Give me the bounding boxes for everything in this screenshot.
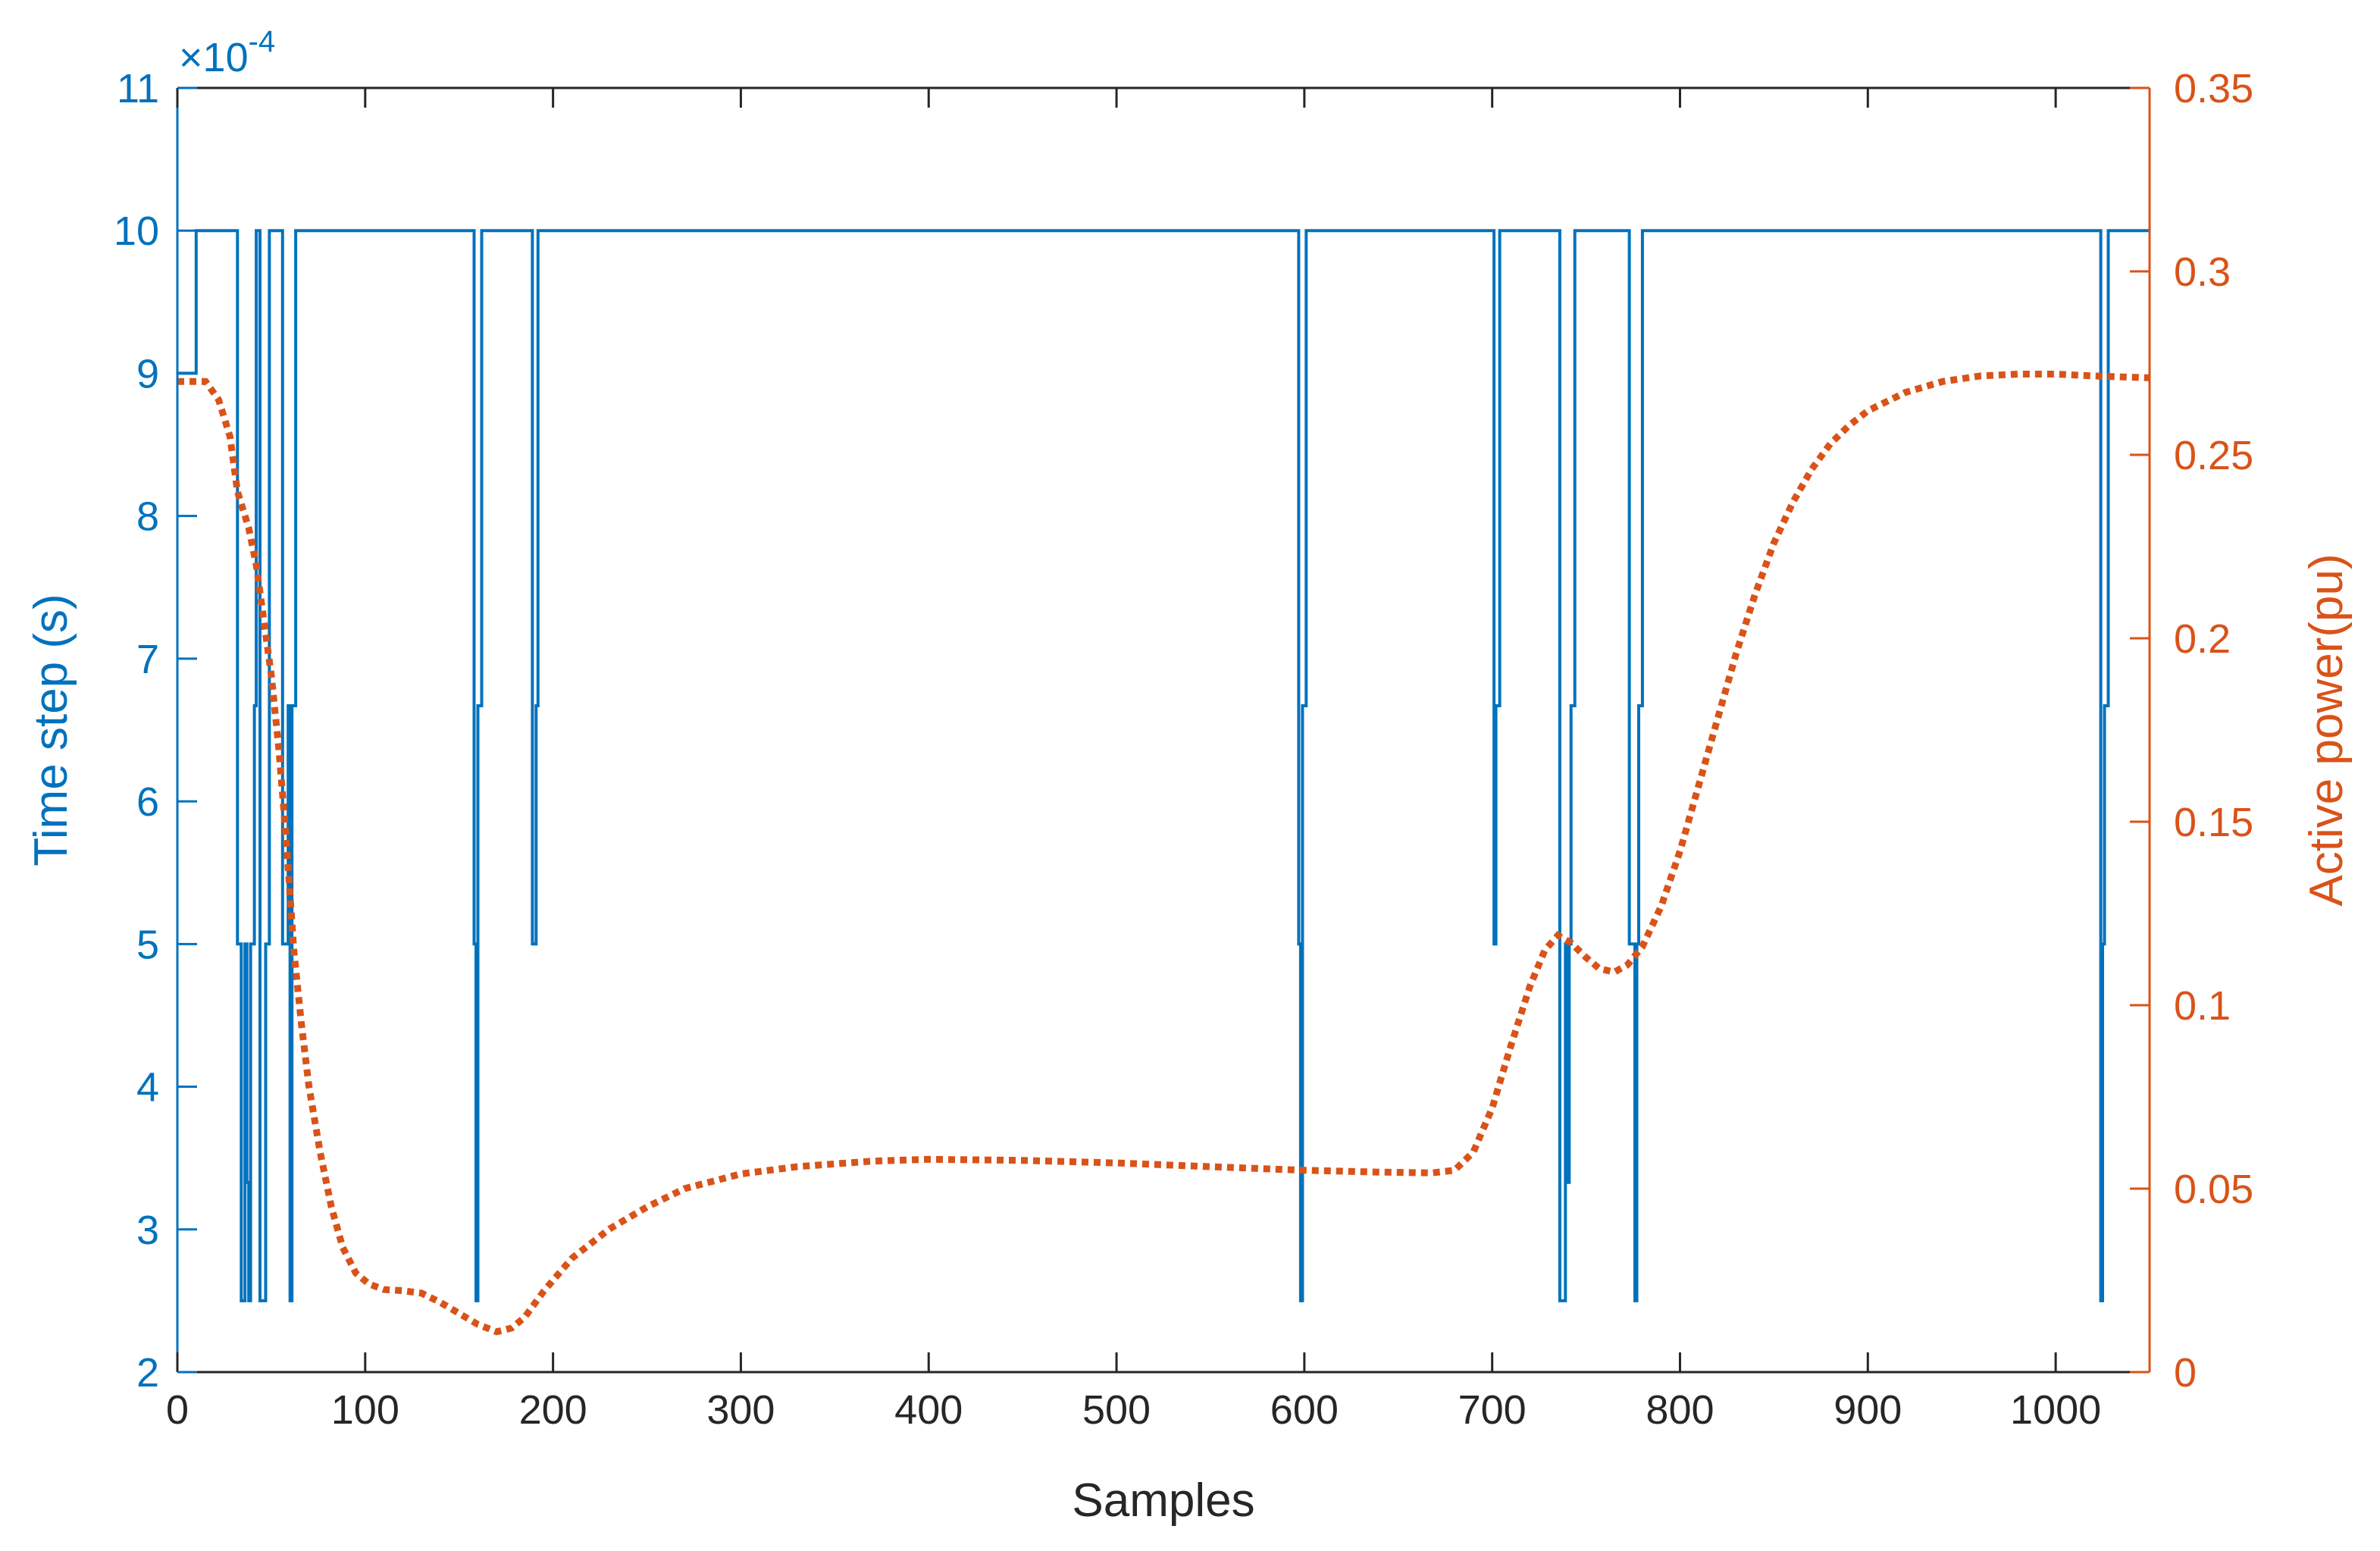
y-left-tick-label: 8 bbox=[136, 494, 159, 540]
x-tick-label: 300 bbox=[706, 1387, 775, 1433]
y-right-tick-label: 0 bbox=[2174, 1350, 2197, 1396]
x-tick-label: 800 bbox=[1646, 1387, 1714, 1433]
y-right-tick-label: 0.25 bbox=[2174, 433, 2253, 478]
y-right-tick-label: 0.15 bbox=[2174, 800, 2253, 845]
y-right-tick-label: 0.35 bbox=[2174, 66, 2253, 111]
y-right-tick-label: 0.1 bbox=[2174, 983, 2231, 1029]
y-left-tick-label: 7 bbox=[136, 637, 159, 682]
exponent-base: ×10 bbox=[179, 35, 249, 80]
y-right-axis-label: Active power(pu) bbox=[2300, 553, 2353, 906]
time-step-series-line bbox=[177, 229, 2150, 1302]
x-tick-label: 100 bbox=[331, 1387, 399, 1433]
y-left-axis-label: Time step (s) bbox=[25, 594, 77, 866]
y-right-tick-label: 0.2 bbox=[2174, 616, 2231, 662]
y-right-tick-label: 0.05 bbox=[2174, 1167, 2253, 1212]
x-tick-label: 500 bbox=[1082, 1387, 1151, 1433]
y-left-exponent-label: ×10-4 bbox=[179, 25, 275, 80]
x-tick-label: 0 bbox=[166, 1387, 189, 1433]
y-left-tick-label: 5 bbox=[136, 922, 159, 967]
active-power-series-line bbox=[177, 371, 2150, 1336]
x-axis-label: Samples bbox=[1072, 1474, 1254, 1527]
x-tick-label: 700 bbox=[1458, 1387, 1527, 1433]
x-tick-label: 900 bbox=[1834, 1387, 1902, 1433]
x-tick-label: 200 bbox=[519, 1387, 587, 1433]
x-tick-label: 1000 bbox=[2010, 1387, 2101, 1433]
y-left-tick-label: 11 bbox=[117, 66, 159, 111]
plot-area bbox=[177, 229, 2150, 1336]
exponent-power: -4 bbox=[249, 25, 276, 58]
y-left-tick-label: 3 bbox=[136, 1208, 159, 1253]
y-left-tick-label: 9 bbox=[136, 351, 159, 396]
axes: 0 100 200 300 400 500 600 700 800 900 100023456789… bbox=[114, 66, 2253, 1433]
y-left-tick-label: 10 bbox=[114, 208, 159, 254]
y-left-tick-label: 6 bbox=[136, 779, 159, 825]
x-tick-label: 400 bbox=[894, 1387, 963, 1433]
x-tick-label: 600 bbox=[1270, 1387, 1339, 1433]
y-left-tick-label: 4 bbox=[136, 1065, 159, 1111]
y-left-tick-label: 2 bbox=[136, 1350, 159, 1396]
y-right-tick-label: 0.3 bbox=[2174, 249, 2231, 295]
